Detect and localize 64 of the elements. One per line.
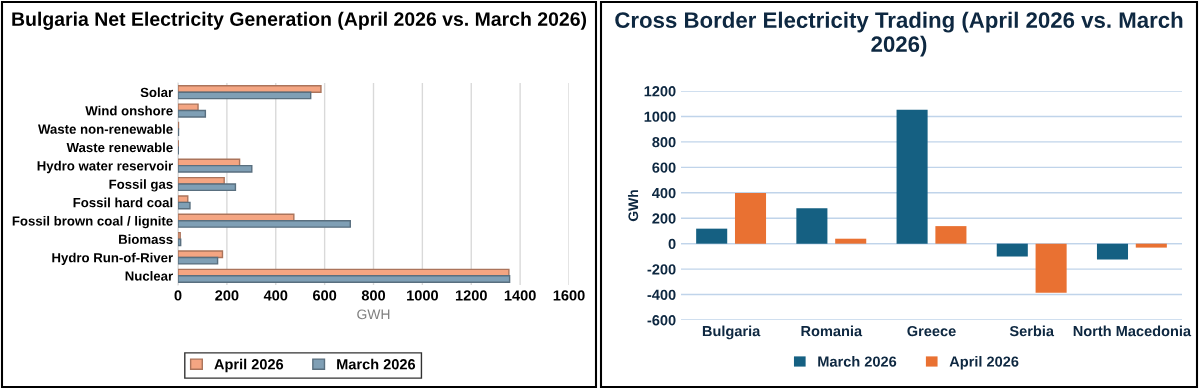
- legend-label: March 2026: [337, 358, 416, 370]
- bar: [178, 256, 219, 265]
- x-axis-title: GWH: [357, 309, 390, 320]
- bar: [178, 164, 253, 173]
- y-tick-label: -200: [647, 264, 676, 275]
- bar: [1035, 243, 1067, 293]
- y-tick-label: Hydro Run-of-River: [52, 252, 173, 265]
- bar: [178, 275, 511, 283]
- chart-title: Bulgaria Net Electricity Generation (April 2026 vs. March 2026): [12, 11, 587, 30]
- x-tick-label: Bulgaria: [702, 325, 761, 340]
- x-tick-label: 1000: [407, 290, 438, 301]
- y-tick-label: 600: [652, 162, 676, 173]
- chart-title: Cross Border Electricity Trading (April 2026 vs. March 2026): [615, 11, 1183, 57]
- y-tick-label: Fossil gas: [109, 179, 173, 192]
- x-tick-label: Greece: [907, 325, 956, 337]
- y-tick-label: Hydro water reservoir: [37, 160, 173, 174]
- y-tick-label: 1200: [644, 86, 676, 97]
- y-tick-label: Waste non-renewable: [38, 124, 173, 134]
- x-tick-label: 1600: [553, 290, 585, 301]
- x-tick-label: 1200: [455, 290, 487, 301]
- bar: [178, 238, 182, 247]
- x-tick-label: Romania: [801, 325, 863, 337]
- bar: [796, 208, 828, 244]
- bar: [696, 228, 728, 244]
- y-tick-label: -400: [647, 289, 676, 300]
- legend-label: April 2026: [214, 358, 284, 373]
- y-tick-label: 800: [652, 136, 676, 148]
- x-tick-label: 800: [361, 290, 386, 301]
- y-tick-label: Wind onshore: [85, 105, 173, 116]
- bar: [935, 226, 967, 244]
- bar: [178, 109, 207, 118]
- y-tick-label: Waste renewable: [66, 142, 173, 153]
- bar: [1096, 243, 1129, 260]
- bar: [178, 183, 237, 192]
- bar: [835, 238, 867, 244]
- y-tick-label: Solar: [140, 87, 173, 98]
- legend-label: March 2026: [818, 356, 897, 367]
- y-tick-label: -600: [647, 315, 676, 326]
- bar: [178, 91, 312, 100]
- x-tick-label: 400: [263, 290, 288, 301]
- bar: [1135, 243, 1167, 248]
- y-tick-label: 400: [652, 187, 676, 199]
- y-tick-label: Fossil hard coal: [73, 197, 173, 208]
- bar: [734, 192, 767, 244]
- y-tick-label: Fossil brown coal / lignite: [12, 215, 173, 229]
- x-tick-label: Serbia: [1009, 325, 1055, 337]
- legend-label: April 2026: [949, 356, 1019, 370]
- x-tick-label: 200: [215, 290, 239, 301]
- bar: [178, 250, 224, 259]
- x-tick-label: North Macedonia: [1073, 325, 1192, 337]
- bar: [896, 109, 928, 244]
- x-tick-label: 1400: [504, 290, 536, 301]
- y-tick-label: 1000: [644, 111, 676, 122]
- y-tick-label: 0: [668, 238, 676, 250]
- y-tick-label: Nuclear: [125, 271, 173, 281]
- y-axis-title: GWh: [627, 190, 639, 222]
- y-tick-label: 200: [652, 213, 676, 224]
- x-tick-label: 600: [312, 290, 337, 301]
- bar: [178, 220, 351, 228]
- y-tick-label: Biomass: [119, 234, 173, 244]
- bar: [178, 103, 199, 112]
- bar: [178, 201, 191, 210]
- bar: [996, 243, 1028, 257]
- x-tick-label: 0: [174, 290, 182, 301]
